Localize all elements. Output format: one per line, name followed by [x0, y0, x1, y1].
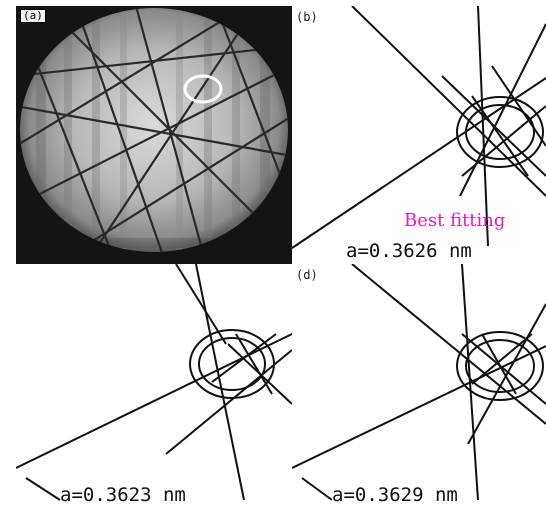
panel-a-experimental-pattern: (a)	[16, 6, 292, 264]
panel-a-label: (a)	[20, 9, 46, 23]
panel-b-label: (b)	[296, 10, 318, 24]
hoLZ-lines	[20, 8, 288, 252]
ring-outer	[456, 331, 544, 401]
ring-outer	[456, 96, 544, 168]
lattice-parameter-c: a=0.3623 nm	[60, 484, 186, 506]
ring-inner	[465, 104, 535, 160]
simulated-lines-d	[292, 264, 546, 501]
panel-c-simulation: a=0.3623 nm	[16, 264, 292, 508]
panel-d-label: (d)	[296, 268, 318, 282]
best-fitting-annotation: Best fitting	[404, 210, 506, 231]
simulated-lines-c	[16, 264, 292, 501]
panel-d-simulation: (d) a=0.3629 nm	[292, 264, 546, 508]
lattice-parameter-d: a=0.3629 nm	[332, 484, 458, 506]
ring-outer	[189, 329, 275, 399]
lattice-parameter-b: a=0.3626 nm	[346, 240, 472, 262]
ring-inner	[198, 337, 266, 391]
ring-inner	[465, 339, 535, 393]
region-marker-ellipse	[183, 74, 223, 104]
cbed-pattern-image	[16, 6, 292, 264]
panel-b-simulation: (b) Best fitting a=0.3626 nm	[292, 6, 546, 264]
simulated-lines-b	[292, 6, 546, 249]
